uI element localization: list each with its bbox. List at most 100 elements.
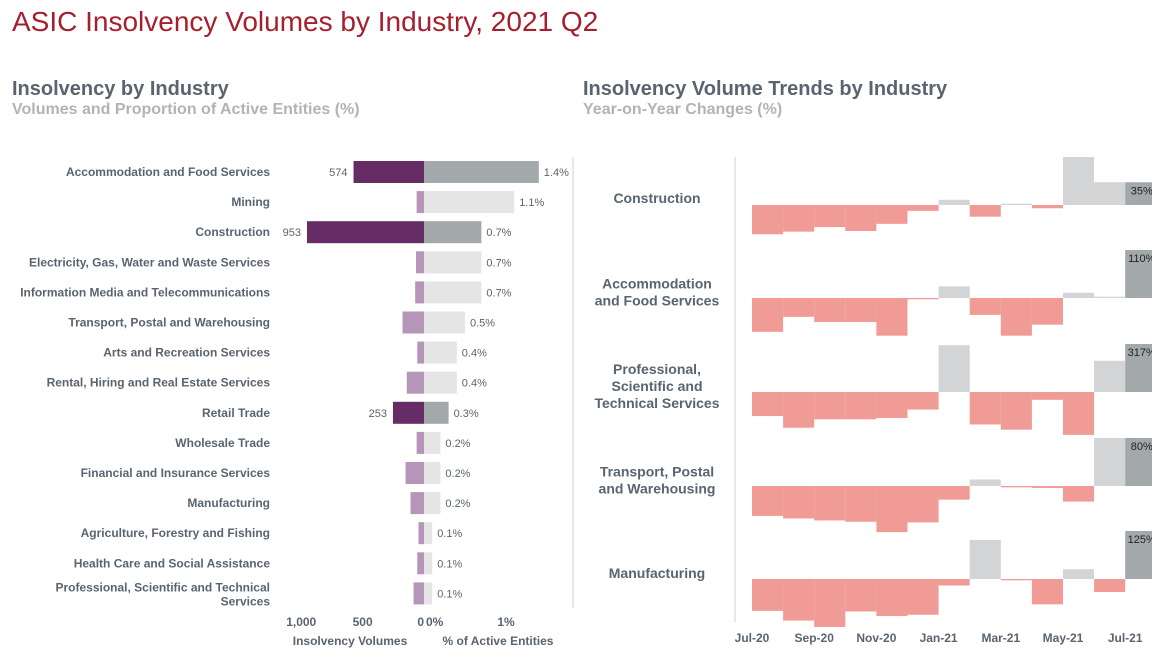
yoy-step-bar — [1063, 486, 1095, 502]
volume-bar — [416, 431, 424, 454]
industry-row: Accommodation and Food Services 574 1.4% — [66, 161, 569, 183]
yoy-step-bar — [845, 486, 877, 522]
yoy-step-bar — [876, 392, 908, 418]
volume-bar — [410, 492, 424, 515]
industry-row: Agriculture, Forestry and Fishing 0.1% — [81, 522, 462, 545]
panel-label: Manufacturing — [609, 565, 705, 581]
volume-tick-label: 1,000 — [286, 615, 316, 629]
yoy-step-bar — [907, 392, 939, 410]
yoy-step-bar — [969, 298, 1001, 315]
pct-value-label: 0.1% — [437, 558, 462, 570]
industry-row: Health Care and Social Assistance 0.1% — [74, 552, 462, 575]
yoy-step-bar — [1063, 157, 1095, 205]
pct-tick-label: 0% — [426, 615, 444, 629]
yoy-step-bar — [969, 479, 1001, 486]
yoy-step-bar — [907, 486, 939, 523]
pct-value-label: 1.4% — [544, 167, 569, 179]
yoy-step-bar — [814, 298, 846, 323]
yoy-step-bar — [1125, 182, 1152, 205]
volume-bar — [307, 221, 424, 244]
yoy-step-bar — [1125, 531, 1152, 579]
yoy-step-bar — [1031, 486, 1063, 488]
yoy-step-bar — [783, 392, 815, 428]
industry-trend-panel: Construction 35% — [613, 157, 1152, 235]
x-tick-label: Mar-21 — [981, 631, 1020, 645]
volume-bar — [416, 191, 424, 214]
category-label: Agriculture, Forestry and Fishing — [81, 526, 270, 540]
latest-yoy-label: 110% — [1128, 253, 1152, 265]
left-panel-subheading: Volumes and Proportion of Active Entitie… — [12, 101, 360, 118]
pct-bar — [424, 401, 449, 424]
yoy-step-bar — [907, 205, 939, 211]
yoy-step-bar — [1031, 392, 1063, 400]
panel-label: Construction — [613, 190, 700, 206]
yoy-step-bar — [1094, 182, 1126, 205]
volume-axis-label: Insolvency Volumes — [293, 634, 408, 648]
yoy-step-bar — [783, 486, 815, 519]
industry-row: Construction 953 0.7% — [195, 221, 512, 244]
category-label: Accommodation and Food Services — [66, 165, 270, 179]
volume-bar — [415, 281, 424, 304]
x-tick-label: Jul-20 — [735, 631, 770, 645]
yoy-step-bar — [1063, 392, 1095, 435]
yoy-step-bar — [1063, 569, 1095, 579]
yoy-step-bar — [1125, 438, 1152, 486]
pct-value-label: 0.4% — [462, 348, 487, 360]
panel-label: Transport, Postal and Warehousing — [599, 464, 716, 497]
x-tick-label: Sep-20 — [795, 631, 835, 645]
pct-value-label: 0.2% — [445, 498, 470, 510]
pct-value-label: 0.2% — [445, 468, 470, 480]
pct-axis-label: % of Active Entities — [443, 634, 554, 648]
pct-bar — [424, 251, 482, 274]
category-label: Rental, Hiring and Real Estate Services — [47, 376, 271, 390]
volume-tick-label: 500 — [353, 615, 373, 629]
yoy-step-bar — [1000, 579, 1032, 581]
volume-value-label: 253 — [369, 408, 387, 420]
yoy-step-bar — [814, 579, 846, 627]
yoy-step-bar — [1031, 205, 1063, 209]
pct-bar — [424, 311, 465, 334]
volume-tick-label: 0 — [417, 615, 424, 629]
pct-bar — [424, 552, 433, 575]
industry-row: Rental, Hiring and Real Estate Services 0… — [47, 371, 487, 394]
yoy-step-bar — [969, 540, 1001, 579]
right-panel-subheading: Year-on-Year Changes (%) — [583, 101, 783, 118]
yoy-step-bar — [969, 392, 1001, 425]
yoy-step-bar — [938, 345, 970, 392]
yoy-step-bar — [752, 205, 784, 235]
industry-trend-panel: Manufacturing 125% — [609, 531, 1152, 627]
industry-row: Electricity, Gas, Water and Waste Servic… — [29, 251, 512, 274]
pct-bar — [424, 281, 482, 304]
volume-bar — [416, 251, 424, 274]
volume-bar — [405, 462, 424, 484]
pct-bar — [424, 431, 441, 454]
pct-value-label: 0.7% — [486, 257, 511, 269]
industry-trend-panel: Professional, Scientific and Technical Ser… — [594, 344, 1152, 435]
panel-label: Accommodation and Food Services — [595, 276, 720, 309]
yoy-step-bar — [752, 392, 784, 417]
yoy-step-bar — [876, 205, 908, 224]
volume-value-label: 574 — [329, 167, 347, 179]
category-label: Construction — [195, 225, 270, 239]
x-tick-label: Jul-21 — [1108, 631, 1143, 645]
yoy-step-bar — [938, 286, 970, 298]
x-tick-label: Jan-21 — [920, 631, 958, 645]
panel-label: Professional, Scientific and Technical Ser… — [594, 361, 719, 411]
yoy-step-bar — [907, 298, 939, 300]
yoy-step-bar — [752, 579, 784, 611]
category-label: Information Media and Telecommunications — [20, 285, 270, 299]
category-label: Health Care and Social Assistance — [74, 556, 271, 570]
volume-bar — [402, 311, 424, 334]
pct-value-label: 0.7% — [486, 287, 511, 299]
category-label: Mining — [231, 195, 270, 209]
yoy-step-bar — [1094, 579, 1126, 592]
yoy-step-bar — [1031, 579, 1063, 605]
yoy-step-bar — [876, 579, 908, 617]
yoy-step-bar — [845, 298, 877, 323]
pct-value-label: 0.2% — [445, 438, 470, 450]
pct-value-label: 0.4% — [462, 378, 487, 390]
yoy-step-bar — [1031, 298, 1063, 325]
volume-bar — [417, 341, 424, 364]
yoy-step-bar — [783, 579, 815, 621]
